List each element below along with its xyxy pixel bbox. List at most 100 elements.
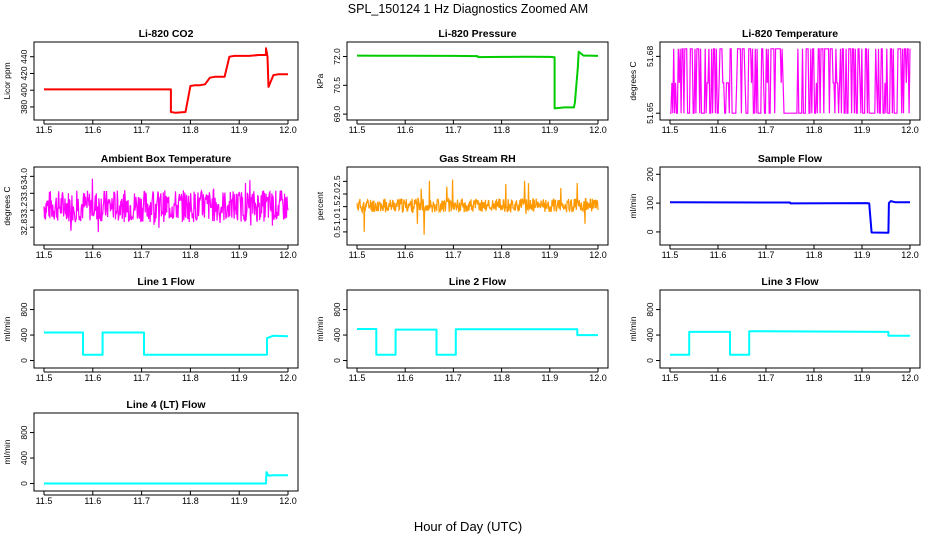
y-tick-label: 72.0 — [332, 48, 342, 65]
y-tick-label: 380 — [19, 100, 29, 114]
y-tick-label: 0.5 — [332, 226, 342, 238]
y-tick-label: 2.5 — [332, 175, 342, 187]
x-tick-label: 11.6 — [84, 373, 101, 383]
x-tick-label: 11.7 — [133, 373, 150, 383]
y-tick-label: 800 — [332, 302, 342, 316]
plot-frame — [346, 41, 609, 121]
y-tick-label: 1.0 — [332, 213, 342, 225]
series-line — [356, 50, 599, 110]
series-group — [44, 47, 288, 114]
x-tick-label: 11.7 — [758, 373, 775, 383]
x-tick-label: 12.0 — [279, 125, 297, 135]
y-tick-label: 400 — [332, 328, 342, 342]
x-tick-label: 11.9 — [854, 373, 871, 383]
y-axis-label: degrees C — [2, 186, 12, 225]
panel-10: Line 4 (LT) Flow ml/min 11.5 11.6 11.7 11.8 11… — [2, 399, 299, 506]
panel-3: Li-820 Temperature degrees C 11.5 11.6 11.7 1… — [628, 28, 921, 135]
series-group — [44, 331, 289, 356]
panel-1: Li-820 CO2 Licor ppm 11.5 11.6 11.7 11.8 11.9 1… — [2, 28, 299, 135]
plot-frame — [346, 166, 609, 246]
x-tick-label: 11.5 — [349, 125, 366, 135]
panel-title: Line 3 Flow — [761, 276, 819, 288]
x-tick-label: 11.8 — [182, 496, 199, 506]
series-line — [670, 48, 911, 114]
panel-title: Line 1 Flow — [137, 276, 195, 288]
x-tick-label: 11.9 — [231, 373, 248, 383]
y-tick-label: 0 — [332, 358, 342, 363]
x-tick-label: 11.8 — [182, 373, 199, 383]
panel-title: Li-820 CO2 — [139, 28, 194, 40]
panel-9: Line 3 Flow ml/min 11.5 11.6 11.7 11.8 11.9 12.… — [628, 276, 921, 383]
plot-frame — [33, 412, 299, 492]
plot-frame — [659, 166, 921, 246]
x-tick-label: 12.0 — [589, 250, 607, 260]
x-tick-label: 11.7 — [445, 250, 462, 260]
series-line — [44, 331, 289, 356]
series-group — [356, 179, 599, 235]
y-tick-label: 400 — [19, 83, 29, 97]
series-line — [44, 47, 288, 114]
series-line — [669, 200, 910, 234]
figure-title: SPL_150124 1 Hz Diagnostics Zoomed AM — [348, 2, 588, 16]
x-tick-label: 12.0 — [589, 125, 607, 135]
x-tick-label: 11.9 — [854, 125, 871, 135]
x-tick-label: 11.8 — [493, 373, 510, 383]
x-tick-label: 11.5 — [349, 373, 366, 383]
x-tick-label: 11.6 — [397, 373, 414, 383]
panels: Li-820 CO2 Licor ppm 11.5 11.6 11.7 11.8 11.9 1… — [2, 28, 921, 506]
y-tick-label: 34.0 — [19, 168, 29, 185]
x-tick-label: 12.0 — [901, 125, 919, 135]
x-tick-label: 11.5 — [662, 373, 679, 383]
y-tick-label: 2.0 — [332, 188, 342, 200]
y-tick-label: 0 — [19, 358, 29, 363]
x-tick-label: 11.5 — [349, 250, 366, 260]
y-tick-label: 0 — [645, 229, 655, 234]
y-tick-label: 800 — [19, 425, 29, 439]
x-tick-label: 11.5 — [662, 125, 679, 135]
series-group — [44, 471, 288, 485]
y-tick-label: 400 — [19, 328, 29, 342]
y-tick-label: 69.0 — [332, 106, 342, 123]
x-tick-label: 11.7 — [445, 125, 462, 135]
panel-title: Ambient Box Temperature — [101, 153, 232, 165]
x-tick-label: 11.8 — [182, 250, 199, 260]
x-tick-label: 11.6 — [710, 250, 727, 260]
series-group — [670, 330, 910, 356]
x-tick-label: 11.6 — [84, 250, 101, 260]
panel-6: Sample Flow ml/min 11.5 11.6 11.7 11.8 11.9 12.… — [628, 153, 921, 260]
x-tick-label: 11.7 — [445, 373, 462, 383]
x-tick-label: 12.0 — [901, 373, 919, 383]
series-line — [43, 178, 289, 233]
series-group — [357, 328, 598, 356]
y-tick-label: 100 — [645, 196, 655, 210]
panel-title: Line 2 Flow — [449, 276, 507, 288]
panel-title: Gas Stream RH — [439, 153, 515, 165]
plot-frame — [659, 289, 921, 369]
y-axis-label: ml/min — [2, 316, 12, 341]
y-tick-label: 800 — [645, 302, 655, 316]
x-tick-label: 11.5 — [662, 250, 679, 260]
y-tick-label: 400 — [645, 328, 655, 342]
x-tick-label: 11.6 — [84, 496, 101, 506]
x-tick-label: 11.9 — [231, 250, 248, 260]
y-tick-label: 33.2 — [19, 202, 29, 219]
panel-7: Line 1 Flow ml/min 11.5 11.6 11.7 11.8 11.9 12.… — [2, 276, 299, 383]
x-tick-label: 11.9 — [854, 250, 871, 260]
plot-frame — [33, 41, 299, 121]
x-tick-label: 11.8 — [806, 373, 823, 383]
x-tick-label: 11.6 — [84, 125, 101, 135]
series-group — [43, 178, 289, 233]
y-tick-label: 32.8 — [19, 219, 29, 236]
panel-title: Sample Flow — [758, 153, 823, 165]
series-line — [44, 471, 288, 485]
panel-title: Line 4 (LT) Flow — [126, 399, 206, 411]
plot-frame — [33, 166, 299, 246]
x-tick-label: 11.6 — [397, 125, 414, 135]
x-tick-label: 11.8 — [182, 125, 199, 135]
x-tick-label: 12.0 — [589, 373, 607, 383]
panel-8: Line 2 Flow ml/min 11.5 11.6 11.7 11.8 11.9 12.… — [315, 276, 609, 383]
x-tick-label: 12.0 — [279, 373, 297, 383]
x-tick-label: 11.9 — [541, 250, 558, 260]
x-tick-label: 11.7 — [758, 250, 775, 260]
